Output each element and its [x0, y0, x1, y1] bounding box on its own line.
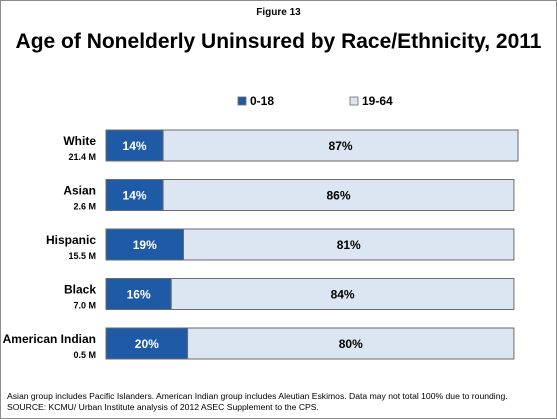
legend-label: 19-64 [362, 94, 393, 108]
legend-swatch-19-64 [349, 96, 359, 106]
stacked-bar-chart: 0-18 19-64 White 21.4 M 14% 87% Asian 2.6 M 14%… [3, 94, 519, 360]
chart-title: Age of Nonelderly Uninsured by Race/Ethn… [15, 30, 542, 53]
category-sublabel: 2.6 M [73, 202, 96, 212]
bar-segment-19-64 [170, 278, 515, 310]
footnote-note: Asian group includes Pacific Islanders. … [7, 391, 508, 401]
data-label: 19% [133, 238, 157, 252]
category-label: Hispanic [46, 233, 96, 247]
data-label: 20% [135, 337, 159, 351]
footnote: Asian group includes Pacific Islanders. … [7, 391, 552, 413]
data-label: 14% [123, 139, 147, 153]
bar-segment-0-18 [105, 179, 164, 211]
bar-segment-19-64 [162, 179, 515, 211]
bar-segment-19-64 [187, 327, 515, 360]
category-sublabel: 21.4 M [68, 152, 96, 162]
data-label: 87% [329, 139, 353, 153]
bar-row: Hispanic 15.5 M 19% 81% [46, 228, 515, 261]
data-label: 81% [337, 238, 361, 252]
figure-label: Figure 13 [256, 7, 301, 18]
bar-segment-19-64 [162, 129, 519, 162]
category-sublabel: 0.5 M [73, 350, 96, 360]
data-label: 16% [127, 288, 151, 302]
data-label: 86% [326, 189, 350, 203]
bar-row: Asian 2.6 M 14% 86% [63, 179, 515, 212]
bar-segment-19-64 [183, 228, 515, 261]
data-label: 14% [123, 189, 147, 203]
bar-segment-0-18 [105, 228, 185, 261]
category-sublabel: 7.0 M [73, 301, 96, 311]
bar-row: White 21.4 M 14% 87% [63, 129, 519, 162]
category-label: American Indian [3, 332, 96, 346]
category-label: Asian [63, 184, 96, 198]
legend: 0-18 19-64 [237, 94, 393, 108]
category-label: Black [64, 283, 96, 297]
plot-area: White 21.4 M 14% 87% Asian 2.6 M 14% 86% Hispani… [3, 129, 519, 360]
data-label: 84% [331, 288, 355, 302]
bar-segment-0-18 [105, 327, 189, 360]
bar-segment-0-18 [105, 129, 164, 162]
bar-row: Black 7.0 M 16% 84% [64, 278, 515, 311]
legend-label: 0-18 [250, 94, 274, 108]
data-label: 80% [339, 337, 363, 351]
bar-segment-0-18 [105, 278, 172, 310]
footnote-source: SOURCE: KCMU/ Urban Institute analysis o… [7, 402, 319, 412]
category-sublabel: 15.5 M [68, 251, 96, 261]
category-label: White [63, 134, 96, 148]
legend-swatch-0-18 [237, 96, 247, 106]
bar-row: American Indian 0.5 M 20% 80% [3, 327, 515, 360]
